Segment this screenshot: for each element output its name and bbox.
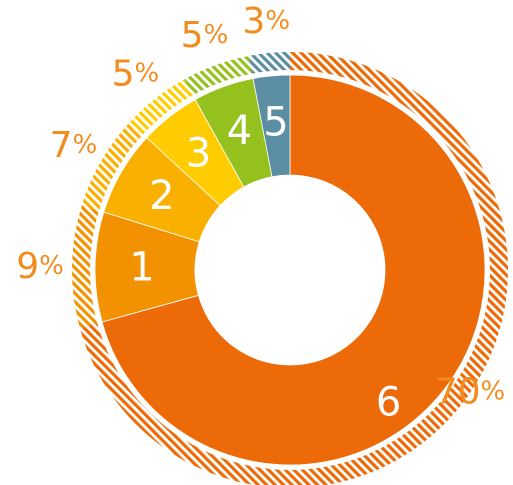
percent-label-5: 3% <box>242 1 290 42</box>
percent-label-2: 7% <box>50 125 98 166</box>
segment-label-2: 2 <box>149 173 174 219</box>
inner-donut-ring <box>94 74 486 466</box>
percent-label-3: 5% <box>112 53 160 94</box>
segment-label-6: 6 <box>376 379 401 425</box>
outer-ring-slice-5 <box>248 52 290 74</box>
percent-label-1: 9% <box>16 246 64 287</box>
segment-label-5: 5 <box>263 100 288 146</box>
outer-hatched-ring <box>71 52 508 485</box>
donut-slice-6 <box>101 74 486 466</box>
percent-label-6: 70% <box>435 371 506 412</box>
segment-label-1: 1 <box>129 245 154 291</box>
percent-label-4: 5% <box>181 15 229 56</box>
outer-ring-slice-1 <box>71 205 100 329</box>
segment-label-3: 3 <box>186 131 211 177</box>
outer-ring-slice-4 <box>184 55 253 96</box>
segment-label-4: 4 <box>227 108 252 154</box>
outer-ring-slice-2 <box>81 122 144 211</box>
segment-labels: 6 1 23 4 5 <box>129 100 401 426</box>
outer-ring-slice-3 <box>129 79 193 135</box>
donut-slice-5 <box>252 74 291 178</box>
percent-labels: 70% 9% 7% 5% 5% 3% <box>16 1 505 412</box>
